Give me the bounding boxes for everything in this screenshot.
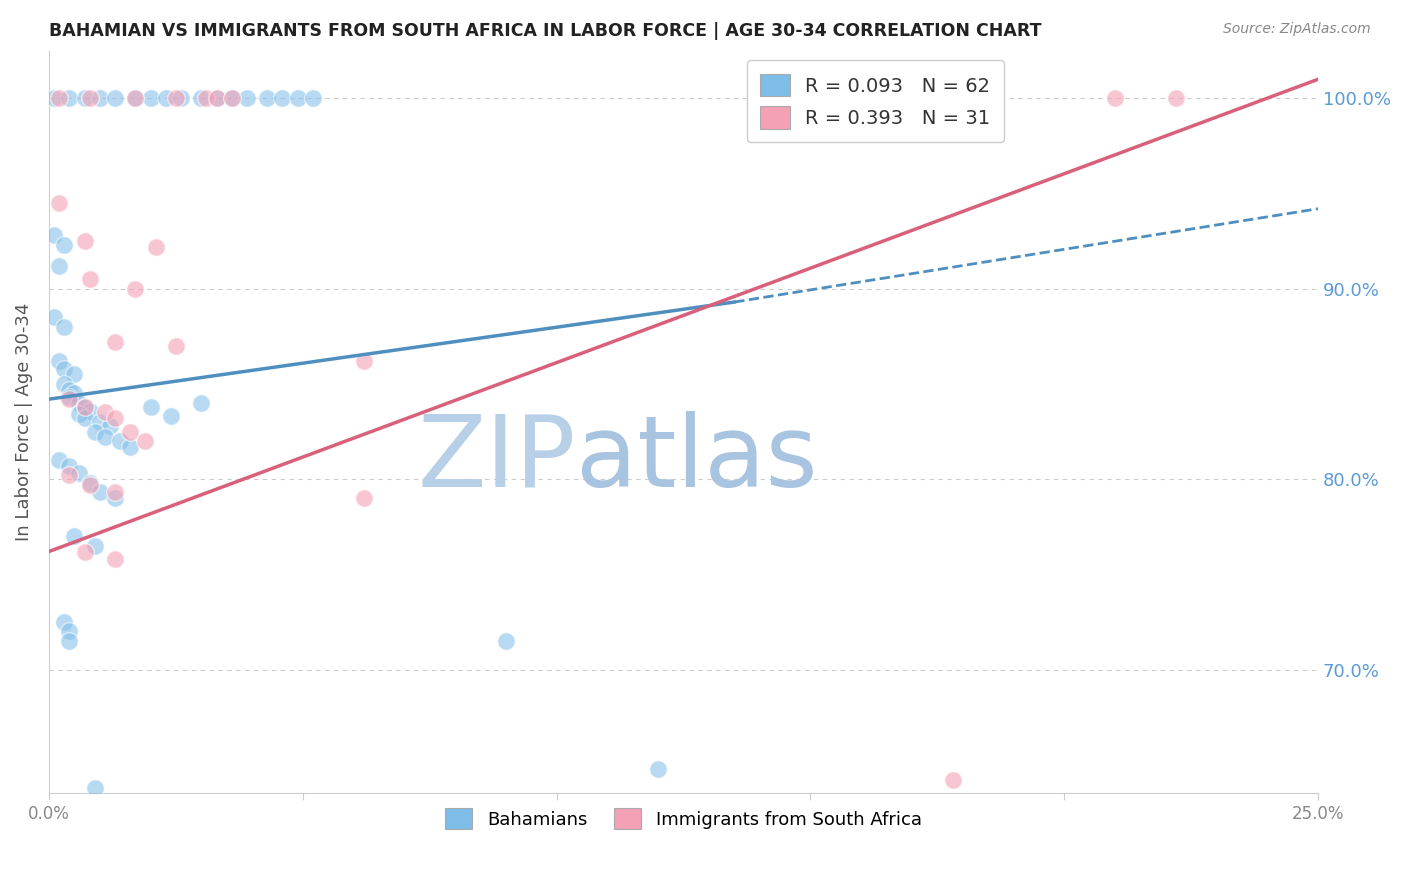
Point [53, 376, 76, 391]
Point [48, 196, 70, 211]
Point [58, 392, 80, 406]
Point [124, 91, 146, 105]
Text: ZIP: ZIP [418, 410, 575, 508]
Point [256, 91, 278, 105]
Point [104, 552, 127, 566]
Point [58, 624, 80, 639]
Point [48, 91, 70, 105]
Point [79, 91, 101, 105]
Point [67, 396, 90, 410]
Point [302, 91, 325, 105]
Point [79, 475, 101, 490]
Point [53, 238, 76, 252]
Point [139, 400, 162, 414]
Point [195, 91, 218, 105]
Point [58, 390, 80, 404]
Point [89, 91, 111, 105]
Point [79, 403, 101, 417]
Point [42, 228, 65, 243]
Point [63, 368, 86, 382]
Point [134, 434, 156, 448]
Point [104, 334, 127, 349]
Text: Source: ZipAtlas.com: Source: ZipAtlas.com [1223, 22, 1371, 37]
Y-axis label: In Labor Force | Age 30-34: In Labor Force | Age 30-34 [15, 302, 32, 541]
Point [942, 772, 965, 787]
Point [221, 91, 243, 105]
Point [63, 386, 86, 401]
Point [190, 91, 212, 105]
Point [124, 91, 146, 105]
Point [79, 478, 101, 492]
Point [48, 354, 70, 368]
Point [79, 272, 101, 286]
Point [73, 91, 96, 105]
Point [73, 544, 96, 558]
Point [165, 339, 187, 353]
Point [1104, 91, 1126, 105]
Point [48, 453, 70, 467]
Point [236, 91, 259, 105]
Point [58, 383, 80, 397]
Point [120, 425, 142, 439]
Point [63, 529, 86, 543]
Point [353, 354, 375, 368]
Point [104, 411, 127, 425]
Legend: Bahamians, Immigrants from South Africa: Bahamians, Immigrants from South Africa [439, 801, 929, 837]
Point [42, 310, 65, 325]
Point [190, 396, 212, 410]
Point [53, 319, 76, 334]
Point [104, 491, 127, 506]
Point [83, 539, 105, 553]
Point [58, 458, 80, 473]
Point [83, 780, 105, 795]
Point [120, 440, 142, 454]
Point [67, 408, 90, 422]
Point [94, 430, 117, 444]
Point [647, 762, 669, 776]
Point [73, 400, 96, 414]
Point [205, 91, 228, 105]
Point [165, 91, 187, 105]
Point [58, 91, 80, 105]
Point [287, 91, 309, 105]
Point [104, 485, 127, 500]
Point [67, 467, 90, 481]
Point [73, 411, 96, 425]
Point [1164, 91, 1187, 105]
Point [53, 615, 76, 629]
Point [42, 91, 65, 105]
Point [495, 634, 517, 648]
Point [221, 91, 243, 105]
Point [104, 91, 127, 105]
Point [170, 91, 193, 105]
Point [353, 491, 375, 506]
Point [89, 485, 111, 500]
Point [139, 91, 162, 105]
Point [48, 259, 70, 273]
Point [145, 240, 167, 254]
Point [58, 863, 80, 877]
Point [89, 415, 111, 429]
Point [108, 434, 131, 448]
Point [53, 361, 76, 376]
Point [58, 634, 80, 648]
Point [94, 405, 117, 419]
Point [58, 468, 80, 483]
Point [159, 409, 181, 424]
Point [83, 425, 105, 439]
Point [73, 400, 96, 414]
Point [124, 282, 146, 296]
Point [98, 418, 121, 433]
Point [73, 234, 96, 248]
Text: BAHAMIAN VS IMMIGRANTS FROM SOUTH AFRICA IN LABOR FORCE | AGE 30-34 CORRELATION : BAHAMIAN VS IMMIGRANTS FROM SOUTH AFRICA… [49, 22, 1042, 40]
Text: atlas: atlas [575, 410, 817, 508]
Point [271, 91, 294, 105]
Point [205, 91, 228, 105]
Point [155, 91, 177, 105]
